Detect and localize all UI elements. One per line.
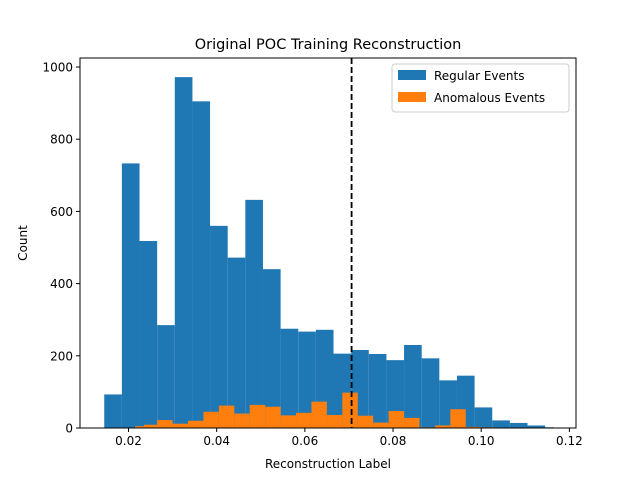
bar-regular-events-7 [227,257,246,428]
x-tick-label: 0.08 [380,434,407,448]
legend-label-regular-events: Regular Events [434,69,524,83]
x-tick-label: 0.12 [556,434,583,448]
legend-swatch-anomalous-events [398,92,426,102]
bar-anomalous-events-10 [280,415,297,428]
bar-anomalous-events-7 [234,413,250,428]
legend: Regular Events Anomalous Events [391,63,570,113]
bar-regular-events-23 [509,422,528,428]
x-tick-label: 0.06 [291,434,318,448]
bar-anomalous-events-15 [357,415,374,428]
bar-anomalous-events-12 [311,401,327,428]
x-axis-ticks: 0.02 0.04 0.06 0.08 0.10 0.12 [115,428,583,448]
bar-anomalous-events-21 [450,409,466,428]
y-tick-label: 400 [50,277,73,291]
x-tick-label: 0.02 [115,434,142,448]
y-axis-ticks: 0 200 400 600 800 1000 [42,61,80,436]
bar-anomalous-events-3 [172,423,189,428]
plot-area: 0.02 0.04 0.06 0.08 0.10 0.12 0 200 400 600 800 10… [42,57,583,448]
bar-anomalous-events-4 [188,420,204,428]
bar-anomalous-events-0 [135,426,144,428]
bar-anomalous-events-17 [388,411,405,428]
bar-regular-events-22 [492,420,510,428]
chart-title: Original POC Training Reconstruction [195,37,462,53]
bar-regular-events-10 [280,328,299,428]
y-tick-label: 600 [50,205,73,219]
bar-anomalous-events-11 [296,412,312,428]
bar-regular-events-21 [474,407,493,428]
x-axis-label: Reconstruction Label [265,457,391,471]
bar-regular-events-3 [157,325,175,428]
legend-box [391,63,570,113]
axes-frame [79,57,577,429]
x-tick-label: 0.10 [468,434,495,448]
bar-anomalous-events-18 [404,417,420,428]
y-tick-label: 0 [65,422,73,436]
bar-regular-events-0 [104,394,122,428]
bar-regular-events-8 [245,199,263,428]
bar-regular-events-5 [192,101,211,428]
bar-regular-events-24 [527,425,546,428]
bar-anomalous-events-8 [249,404,266,428]
bar-anomalous-events-20 [434,425,451,428]
bar-regular-events-18 [421,358,440,428]
y-tick-label: 200 [50,349,73,363]
bar-anomalous-events-5 [203,411,219,428]
y-tick-label: 800 [50,133,73,147]
bar-anomalous-events-6 [218,405,235,428]
bar-anomalous-events-13 [326,415,343,428]
bar-regular-events-9 [262,269,281,428]
bar-regular-events-17 [404,344,422,428]
bar-regular-events-15 [368,354,387,428]
bars-layer [104,77,554,428]
bar-anomalous-events-1 [143,424,158,428]
bar-regular-events-2 [139,241,158,428]
bar-anomalous-events-2 [157,420,173,428]
bar-anomalous-events-9 [265,406,281,428]
y-axis-label: Count [16,225,30,261]
y-tick-label: 1000 [42,61,73,75]
bar-anomalous-events-16 [373,422,389,428]
x-tick-label: 0.04 [203,434,230,448]
bar-regular-events-1 [121,163,140,428]
legend-swatch-regular-events [398,70,426,80]
bar-anomalous-events-22 [465,426,482,428]
bar-anomalous-events-14 [342,392,358,428]
legend-label-anomalous-events: Anomalous Events [434,91,545,105]
bar-regular-events-4 [174,77,193,428]
bar-regular-events-6 [210,225,228,428]
